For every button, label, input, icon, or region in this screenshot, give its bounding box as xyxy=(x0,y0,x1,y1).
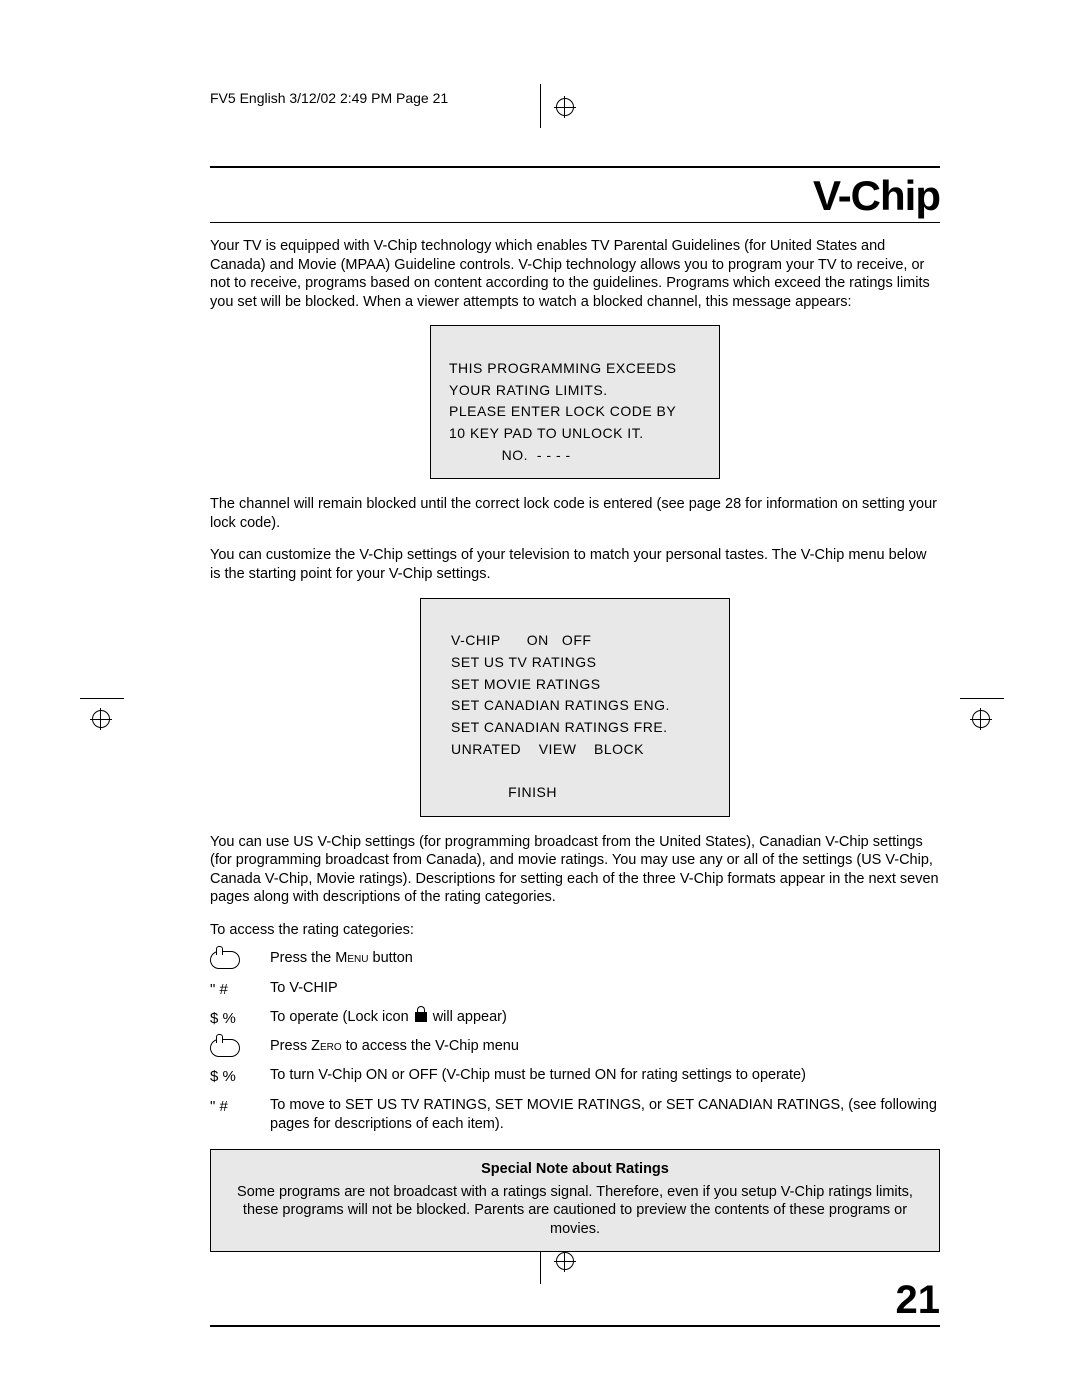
box1-line: NO. - - - - xyxy=(449,447,571,463)
note-title: Special Note about Ratings xyxy=(225,1160,925,1179)
crop-mark xyxy=(80,698,124,699)
hand-press-icon xyxy=(210,949,270,970)
intro-paragraph: Your TV is equipped with V-Chip technolo… xyxy=(210,237,940,311)
box2-line: SET CANADIAN RATINGS ENG. xyxy=(451,697,670,713)
special-note-box: Special Note about Ratings Some programs… xyxy=(210,1149,940,1252)
box1-line: PLEASE ENTER LOCK CODE BY xyxy=(449,403,676,419)
step-row: " # To move to SET US TV RATINGS, SET MO… xyxy=(210,1096,940,1135)
box2-line: SET MOVIE RATINGS xyxy=(451,676,601,692)
title-rule: V-Chip xyxy=(210,166,940,223)
arrow-symbols: $ % xyxy=(210,1008,270,1029)
arrow-symbols: $ % xyxy=(210,1066,270,1087)
step-row: $ % To operate (Lock icon will appear) xyxy=(210,1008,940,1029)
paragraph: You can customize the V-Chip settings of… xyxy=(210,546,940,583)
blocked-message-box: THIS PROGRAMMING EXCEEDS YOUR RATING LIM… xyxy=(430,325,720,479)
crop-mark xyxy=(960,698,1004,699)
step-text: Press Zero to access the V-Chip menu xyxy=(270,1037,940,1058)
box2-line: V-CHIP ON OFF xyxy=(451,632,591,648)
page-title: V-Chip xyxy=(813,172,940,219)
step-text: Press the Menu button xyxy=(270,949,940,970)
step-row: $ % To turn V-Chip ON or OFF (V-Chip mus… xyxy=(210,1066,940,1087)
box1-line: YOUR RATING LIMITS. xyxy=(449,382,608,398)
paragraph: The channel will remain blocked until th… xyxy=(210,495,940,532)
crop-mark xyxy=(970,719,992,720)
box2-line: SET US TV RATINGS xyxy=(451,654,596,670)
box2-line: SET CANADIAN RATINGS FRE. xyxy=(451,719,668,735)
box2-line: UNRATED VIEW BLOCK xyxy=(451,741,644,757)
arrow-symbols: " # xyxy=(210,1096,270,1135)
vchip-menu-box: V-CHIP ON OFF SET US TV RATINGS SET MOVI… xyxy=(420,598,730,817)
box1-line: 10 KEY PAD TO UNLOCK IT. xyxy=(449,425,644,441)
paragraph: You can use US V-Chip settings (for prog… xyxy=(210,833,940,907)
step-text: To V-CHIP xyxy=(270,979,940,1000)
box1-line: THIS PROGRAMMING EXCEEDS xyxy=(449,360,676,376)
hand-press-icon xyxy=(210,1037,270,1058)
page-content: FV5 English 3/12/02 2:49 PM Page 21 V-Ch… xyxy=(210,90,940,1327)
step-row: " # To V-CHIP xyxy=(210,979,940,1000)
step-text: To operate (Lock icon will appear) xyxy=(270,1008,940,1029)
lock-icon xyxy=(415,1012,427,1022)
paragraph: To access the rating categories: xyxy=(210,921,940,940)
page-footer-rule: 21 xyxy=(210,1278,940,1327)
arrow-symbols: " # xyxy=(210,979,270,1000)
running-header: FV5 English 3/12/02 2:49 PM Page 21 xyxy=(210,90,940,106)
page-number: 21 xyxy=(896,1278,941,1322)
step-text: To turn V-Chip ON or OFF (V-Chip must be… xyxy=(270,1066,940,1087)
steps-list: Press the Menu button " # To V-CHIP $ % … xyxy=(210,949,940,1134)
box2-line: FINISH xyxy=(451,784,557,800)
crop-mark xyxy=(90,719,112,720)
note-body: Some programs are not broadcast with a r… xyxy=(225,1183,925,1240)
step-row: Press Zero to access the V-Chip menu xyxy=(210,1037,940,1058)
step-text: To move to SET US TV RATINGS, SET MOVIE … xyxy=(270,1096,940,1135)
step-row: Press the Menu button xyxy=(210,949,940,970)
